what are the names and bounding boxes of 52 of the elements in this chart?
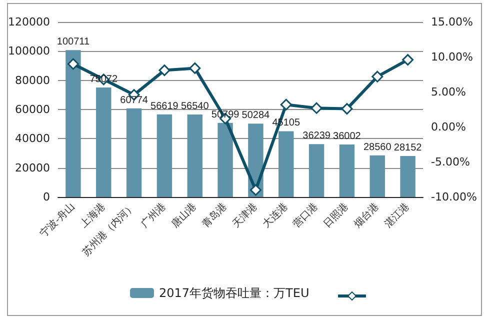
- data-label: 28560: [363, 142, 392, 153]
- point: [402, 54, 414, 66]
- y2-tick-label: -5.00%: [431, 156, 470, 168]
- y-tick-label: 100000: [8, 44, 50, 58]
- data-label: 36239: [302, 130, 331, 142]
- y2-tick-label: 10.00%: [431, 50, 473, 64]
- y2-tick-label: 5.00%: [431, 86, 466, 98]
- x-tick-label: 唐山港: [169, 200, 199, 230]
- x-tick-label: 营口港: [290, 200, 320, 230]
- legend-label: 2017年货物吞吐量：万TEU: [159, 286, 310, 300]
- point: [250, 184, 262, 196]
- y-tick-label: 40000: [15, 132, 50, 146]
- point: [372, 70, 384, 82]
- point: [280, 98, 292, 110]
- bar: [308, 144, 324, 197]
- y2-tick-label: 15.00%: [431, 16, 473, 28]
- data-label: 28152: [394, 142, 422, 154]
- y-tick-label: 60000: [15, 103, 50, 116]
- y2-tick-label: 0.00%: [431, 120, 466, 134]
- y-tick-label: 80000: [15, 74, 50, 87]
- data-label: 36002: [333, 130, 362, 142]
- x-tick-label: 天津港: [230, 200, 260, 230]
- data-label: 100711: [56, 36, 90, 48]
- bar: [187, 114, 202, 197]
- bar: [218, 122, 233, 197]
- x-tick-label: 上海港: [78, 200, 108, 230]
- y2-tick-label: -10.00%: [431, 190, 477, 204]
- data-label: 56619: [150, 100, 179, 112]
- data-label: 56540: [180, 101, 210, 112]
- point: [189, 62, 201, 74]
- point: [341, 103, 353, 115]
- y-tick-label: 120000: [8, 16, 50, 28]
- bar: [339, 144, 355, 197]
- point: [67, 58, 79, 70]
- x-tick-label: 湛江港: [382, 200, 412, 230]
- x-tick-label: 青岛港: [199, 200, 230, 230]
- data-label: 50284: [242, 110, 270, 122]
- x-tick-label: 日照港: [321, 200, 351, 230]
- y-tick-label: 20000: [15, 161, 50, 174]
- bar: [126, 108, 142, 197]
- bar: [370, 155, 385, 197]
- x-tick-label: 烟台港: [352, 200, 382, 230]
- bar: [96, 88, 112, 197]
- bar: [66, 50, 81, 197]
- point: [310, 102, 322, 114]
- data-label: 60774: [120, 94, 148, 106]
- bar: [400, 156, 416, 197]
- point: [158, 64, 170, 76]
- bar: [156, 114, 172, 197]
- x-tick-label: 广州港: [138, 200, 168, 230]
- x-tick-label: 大连港: [260, 200, 290, 230]
- bar: [278, 131, 294, 197]
